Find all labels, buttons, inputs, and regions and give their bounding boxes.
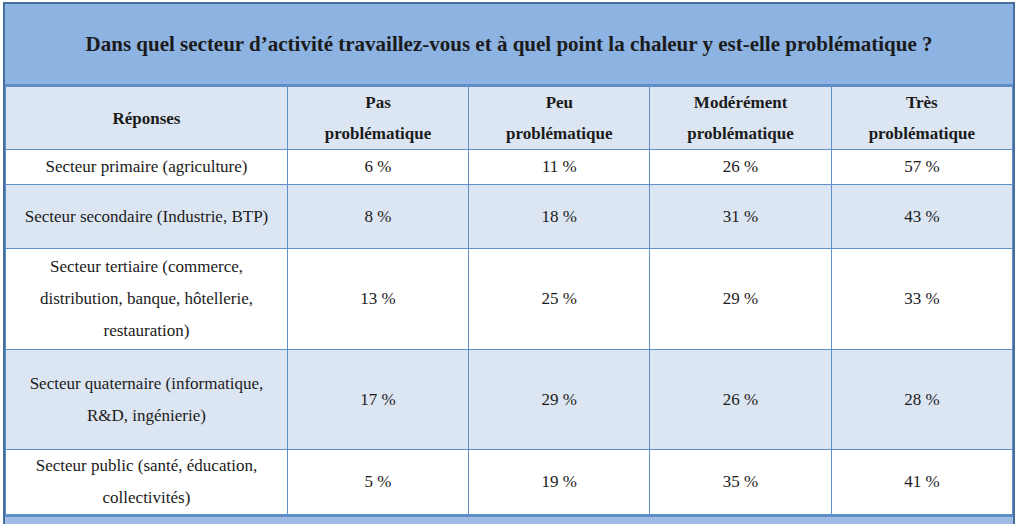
value-cell: 19 % bbox=[469, 450, 650, 515]
row-label-cell: Secteur primaire (agriculture) bbox=[6, 150, 288, 185]
value-cell: 41 % bbox=[831, 450, 1012, 515]
table-row-secteur-secondaire: Secteur secondaire (Industrie, BTP) 8 % … bbox=[6, 185, 1013, 249]
row-label-cell: Secteur tertiaire (commerce, distributio… bbox=[6, 249, 288, 350]
header-cell-peu-problematique: Peu problématique bbox=[469, 87, 650, 150]
table-row-secteur-primaire: Secteur primaire (agriculture) 6 % 11 % … bbox=[6, 150, 1013, 185]
value-cell: 35 % bbox=[650, 450, 831, 515]
value-cell: 26 % bbox=[650, 150, 831, 185]
table-row-secteur-quaternaire: Secteur quaternaire (informatique, R&D, … bbox=[6, 350, 1013, 450]
table-title: Dans quel secteur d’activité travaillez-… bbox=[30, 24, 989, 64]
table-row-secteur-tertiaire: Secteur tertiaire (commerce, distributio… bbox=[6, 249, 1013, 350]
row-label-cell: Secteur public (santé, éducation, collec… bbox=[6, 450, 288, 515]
page: Dans quel secteur d’activité travaillez-… bbox=[0, 0, 1024, 524]
cutoff-row-strip bbox=[5, 515, 1013, 524]
value-cell: 5 % bbox=[287, 450, 468, 515]
value-cell: 26 % bbox=[650, 350, 831, 450]
header-cell-moderement-problematique: Modérément problématique bbox=[650, 87, 831, 150]
value-cell: 11 % bbox=[469, 150, 650, 185]
value-cell: 43 % bbox=[831, 185, 1012, 249]
value-cell: 6 % bbox=[287, 150, 468, 185]
value-cell: 18 % bbox=[469, 185, 650, 249]
header-cell-pas-problematique: Pas problématique bbox=[287, 87, 468, 150]
value-cell: 29 % bbox=[650, 249, 831, 350]
value-cell: 57 % bbox=[831, 150, 1012, 185]
value-cell: 17 % bbox=[287, 350, 468, 450]
value-cell: 28 % bbox=[831, 350, 1012, 450]
row-label-cell: Secteur quaternaire (informatique, R&D, … bbox=[6, 350, 288, 450]
table-row-secteur-public: Secteur public (santé, éducation, collec… bbox=[6, 450, 1013, 515]
header-row: Réponses Pas problématique Peu problémat… bbox=[6, 87, 1013, 150]
survey-table: Dans quel secteur d’activité travaillez-… bbox=[3, 2, 1015, 524]
value-cell: 29 % bbox=[469, 350, 650, 450]
value-cell: 31 % bbox=[650, 185, 831, 249]
value-cell: 33 % bbox=[831, 249, 1012, 350]
header-cell-tres-problematique: Très problématique bbox=[831, 87, 1012, 150]
value-cell: 8 % bbox=[287, 185, 468, 249]
table-title-bar: Dans quel secteur d’activité travaillez-… bbox=[5, 4, 1013, 86]
row-label-cell: Secteur secondaire (Industrie, BTP) bbox=[6, 185, 288, 249]
survey-data-table: Réponses Pas problématique Peu problémat… bbox=[5, 86, 1013, 515]
header-cell-reponses: Réponses bbox=[6, 87, 288, 150]
value-cell: 13 % bbox=[287, 249, 468, 350]
value-cell: 25 % bbox=[469, 249, 650, 350]
